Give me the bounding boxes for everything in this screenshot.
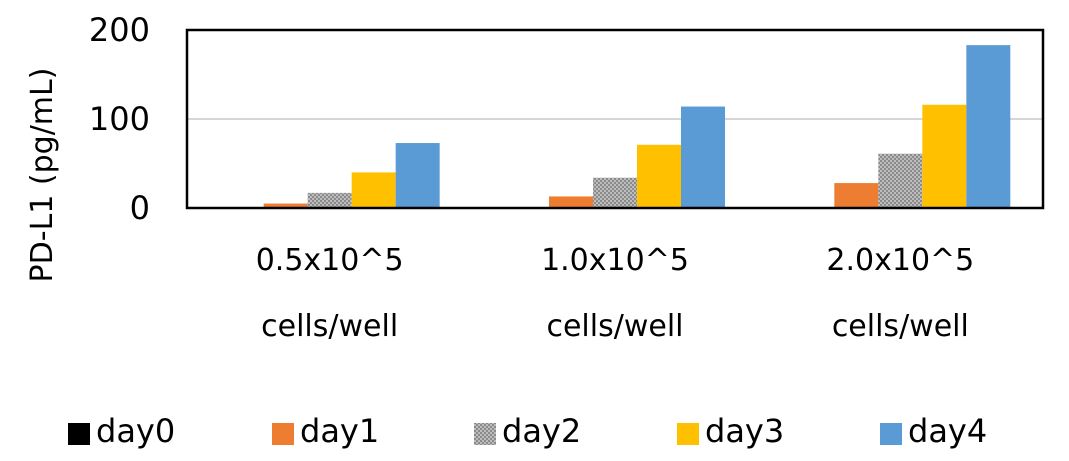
bar-day1-0 <box>263 203 308 208</box>
x-axis-category-labels: 0.5x10^5 cells/well 1.0x10^5 cells/well 2.0x… <box>256 243 975 344</box>
legend-label-day2: day2 <box>502 412 581 450</box>
legend-swatch-day1 <box>272 423 294 445</box>
legend-label-day1: day1 <box>300 412 379 450</box>
legend: day0 day1 day2 day3 day4 <box>68 412 987 450</box>
y-tick-label: 0 <box>130 189 150 227</box>
bar-day3-2 <box>922 104 967 208</box>
y-axis-ticks: 0 100 200 <box>89 11 150 227</box>
y-axis-title: PD-L1 (pg/mL) <box>25 68 60 283</box>
x-category-label: 0.5x10^5 <box>256 243 404 278</box>
legend-swatch-day4 <box>880 423 902 445</box>
bar-day2-2 <box>878 153 923 208</box>
plot-area-frame <box>185 28 1045 210</box>
legend-swatch-day2 <box>474 423 496 445</box>
bar-day4-0 <box>395 143 440 208</box>
y-tick-label: 200 <box>89 11 150 49</box>
bars <box>263 45 1011 208</box>
legend-swatch-day3 <box>677 423 699 445</box>
y-tick-label: 100 <box>89 100 150 138</box>
legend-label-day4: day4 <box>908 412 987 450</box>
x-category-label: cells/well <box>832 309 969 344</box>
bar-day4-2 <box>966 45 1011 208</box>
bar-day2-1 <box>593 177 637 208</box>
legend-swatch-day0 <box>68 423 90 445</box>
x-category-label: 1.0x10^5 <box>541 243 689 278</box>
x-category-label: cells/well <box>546 309 683 344</box>
bar-day2-0 <box>307 192 352 208</box>
bar-day1-1 <box>549 196 593 208</box>
bar-day1-2 <box>834 183 879 208</box>
bar-day3-0 <box>351 172 396 208</box>
bar-day3-1 <box>637 144 681 208</box>
bar-day4-1 <box>681 106 725 208</box>
legend-label-day0: day0 <box>96 412 175 450</box>
x-category-label: 2.0x10^5 <box>826 243 974 278</box>
x-category-label: cells/well <box>261 309 398 344</box>
legend-label-day3: day3 <box>705 412 784 450</box>
